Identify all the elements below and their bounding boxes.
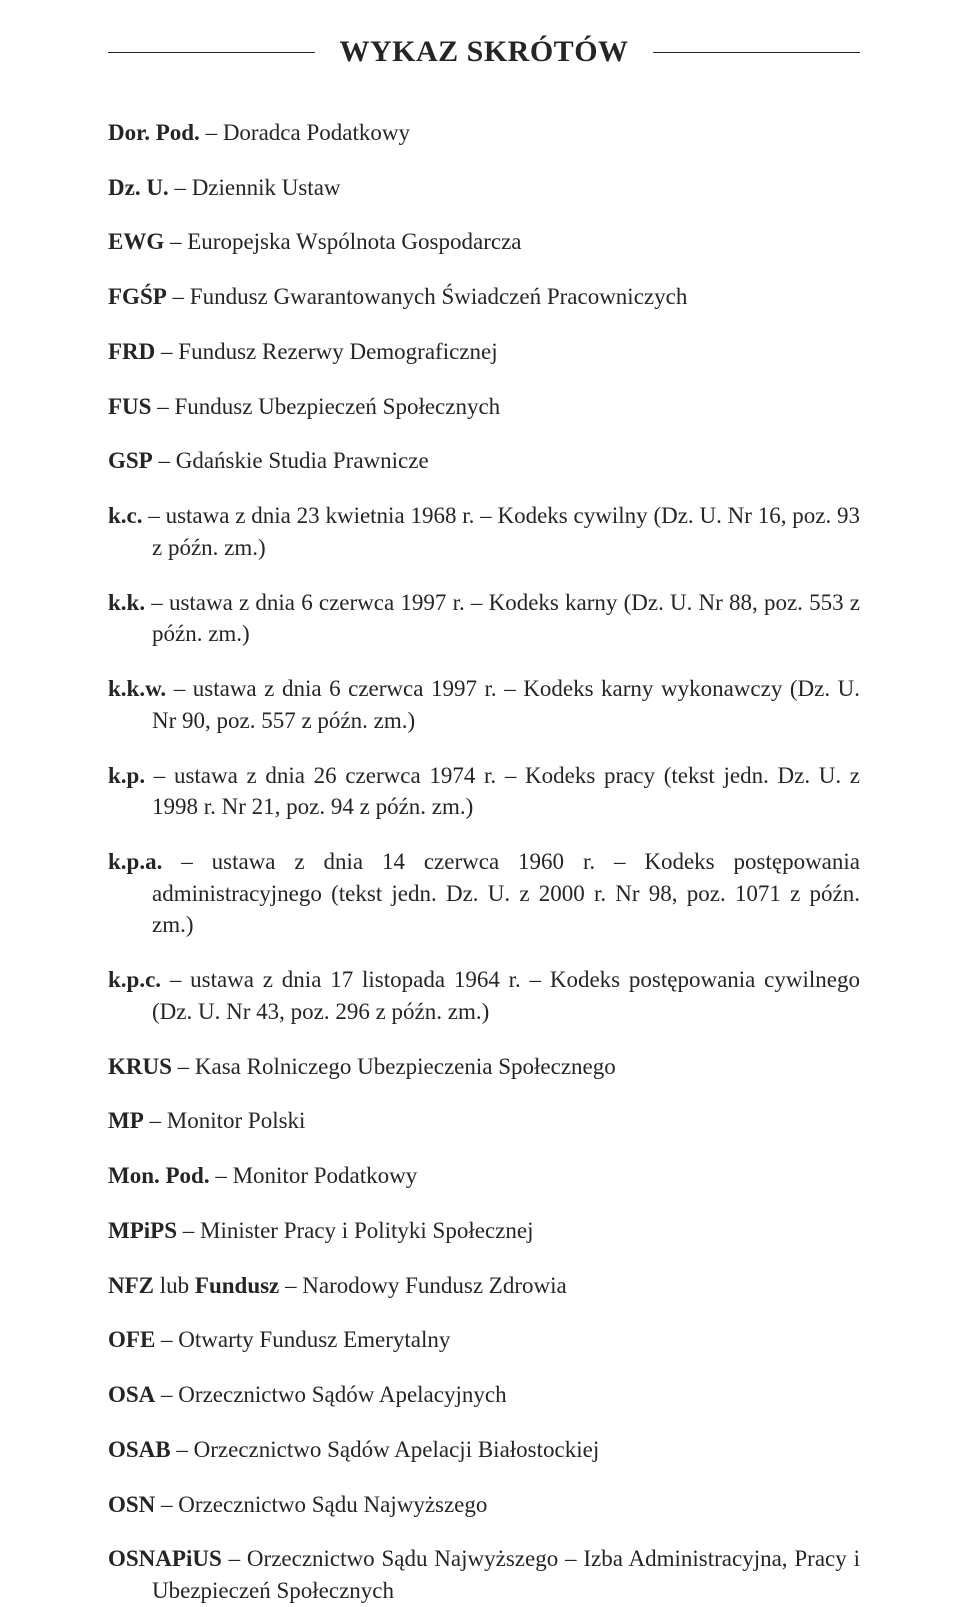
abbrev-definition: – Monitor Podatkowy [210, 1163, 418, 1188]
abbrev-entry: k.c. – ustawa z dnia 23 kwietnia 1968 r.… [108, 500, 860, 563]
abbrev-term: EWG [108, 229, 164, 254]
abbrev-term: k.p.c. [108, 967, 161, 992]
abbrev-entry: OSAB – Orzecznictwo Sądów Apelacji Biało… [108, 1434, 860, 1466]
abbrev-definition: – Orzecznictwo Sądów Apelacji Białostock… [171, 1437, 600, 1462]
abbrev-definition: – Minister Pracy i Polityki Społecznej [177, 1218, 533, 1243]
abbrev-definition: – Monitor Polski [144, 1108, 306, 1133]
abbrev-entry: Dor. Pod. – Doradca Podatkowy [108, 117, 860, 149]
document-page: WYKAZ SKRÓTÓW Dor. Pod. – Doradca Podatk… [0, 0, 960, 1337]
abbrev-entry: Dz. U. – Dziennik Ustaw [108, 172, 860, 204]
abbrev-entry: k.p.a. – ustawa z dnia 14 czerwca 1960 r… [108, 846, 860, 941]
abbrev-term: GSP [108, 448, 153, 473]
abbrev-definition: – Orzecznictwo Sądu Najwyższego [155, 1492, 487, 1517]
abbrev-term: KRUS [108, 1054, 172, 1079]
abbrev-term: OSN [108, 1492, 155, 1517]
abbrev-definition: – ustawa z dnia 6 czerwca 1997 r. – Kode… [145, 590, 860, 647]
abbrev-term: OSA [108, 1382, 155, 1407]
abbrev-entry: KRUS – Kasa Rolniczego Ubezpieczenia Spo… [108, 1051, 860, 1083]
abbrev-definition: – Fundusz Ubezpieczeń Społecznych [151, 394, 500, 419]
abbrev-definition: – Fundusz Rezerwy Demograficznej [155, 339, 497, 364]
abbrev-definition: – ustawa z dnia 6 czerwca 1997 r. – Kode… [152, 676, 860, 733]
abbreviation-list: Dor. Pod. – Doradca Podatkowy Dz. U. – Dz… [108, 117, 860, 1607]
abbrev-entry: FGŚP – Fundusz Gwarantowanych Świadczeń … [108, 281, 860, 313]
title-row: WYKAZ SKRÓTÓW [108, 35, 860, 69]
abbrev-definition: – Gdańskie Studia Prawnicze [153, 448, 429, 473]
abbrev-term: OSAB [108, 1437, 171, 1462]
abbrev-entry: k.p. – ustawa z dnia 26 czerwca 1974 r. … [108, 760, 860, 823]
abbrev-term: FUS [108, 394, 151, 419]
abbrev-term: k.k. [108, 590, 145, 615]
abbrev-entry: k.k.w. – ustawa z dnia 6 czerwca 1997 r.… [108, 673, 860, 736]
abbrev-term: Mon. Pod. [108, 1163, 210, 1188]
abbrev-entry: Mon. Pod. – Monitor Podatkowy [108, 1160, 860, 1192]
abbrev-definition: – Doradca Podatkowy [200, 120, 410, 145]
abbrev-entry: MP – Monitor Polski [108, 1105, 860, 1137]
page-title: WYKAZ SKRÓTÓW [315, 35, 652, 69]
abbrev-entry: OSA – Orzecznictwo Sądów Apelacyjnych [108, 1379, 860, 1411]
abbrev-term: MP [108, 1108, 144, 1133]
abbrev-entry: k.k. – ustawa z dnia 6 czerwca 1997 r. –… [108, 587, 860, 650]
abbrev-term: Dz. U. [108, 175, 169, 200]
abbrev-entry: MPiPS – Minister Pracy i Polityki Społec… [108, 1215, 860, 1247]
abbrev-term-secondary: Fundusz [195, 1273, 279, 1298]
abbrev-term: OFE [108, 1327, 155, 1352]
abbrev-term: k.c. [108, 503, 143, 528]
title-rule-right [653, 52, 860, 53]
abbrev-term: Dor. Pod. [108, 120, 200, 145]
abbrev-definition: – ustawa z dnia 23 kwietnia 1968 r. – Ko… [143, 503, 861, 560]
title-rule-left [108, 52, 315, 53]
abbrev-entry: OSNAPiUS – Orzecznictwo Sądu Najwyższego… [108, 1543, 860, 1606]
abbrev-definition: – Otwarty Fundusz Emerytalny [155, 1327, 450, 1352]
abbrev-definition: – Dziennik Ustaw [169, 175, 341, 200]
abbrev-term: k.p. [108, 763, 145, 788]
abbrev-definition: – ustawa z dnia 26 czerwca 1974 r. – Kod… [145, 763, 860, 820]
abbrev-definition: – Orzecznictwo Sądów Apelacyjnych [155, 1382, 506, 1407]
abbrev-entry: OFE – Otwarty Fundusz Emerytalny [108, 1324, 860, 1356]
abbrev-term: OSNAPiUS [108, 1546, 222, 1571]
abbrev-entry: FRD – Fundusz Rezerwy Demograficznej [108, 336, 860, 368]
abbrev-entry: EWG – Europejska Wspólnota Gospodarcza [108, 226, 860, 258]
abbrev-definition: – Orzecznictwo Sądu Najwyższego – Izba A… [152, 1546, 860, 1603]
abbrev-term: k.p.a. [108, 849, 162, 874]
abbrev-term: FGŚP [108, 284, 167, 309]
abbrev-term: MPiPS [108, 1218, 177, 1243]
abbrev-entry: NFZ lub Fundusz – Narodowy Fundusz Zdrow… [108, 1270, 860, 1302]
abbrev-term: FRD [108, 339, 155, 364]
abbrev-entry: GSP – Gdańskie Studia Prawnicze [108, 445, 860, 477]
abbrev-definition: – ustawa z dnia 17 listopada 1964 r. – K… [152, 967, 860, 1024]
abbrev-term: NFZ [108, 1273, 154, 1298]
abbrev-definition: lub [154, 1273, 195, 1298]
abbrev-definition: – Europejska Wspólnota Gospodarcza [164, 229, 521, 254]
abbrev-entry: OSN – Orzecznictwo Sądu Najwyższego [108, 1489, 860, 1521]
abbrev-entry: FUS – Fundusz Ubezpieczeń Społecznych [108, 391, 860, 423]
abbrev-definition-secondary: – Narodowy Fundusz Zdrowia [279, 1273, 566, 1298]
abbrev-term: k.k.w. [108, 676, 166, 701]
abbrev-definition: – Kasa Rolniczego Ubezpieczenia Społeczn… [172, 1054, 616, 1079]
abbrev-definition: – Fundusz Gwarantowanych Świadczeń Praco… [167, 284, 688, 309]
abbrev-definition: – ustawa z dnia 14 czerwca 1960 r. – Kod… [152, 849, 860, 937]
abbrev-entry: k.p.c. – ustawa z dnia 17 listopada 1964… [108, 964, 860, 1027]
